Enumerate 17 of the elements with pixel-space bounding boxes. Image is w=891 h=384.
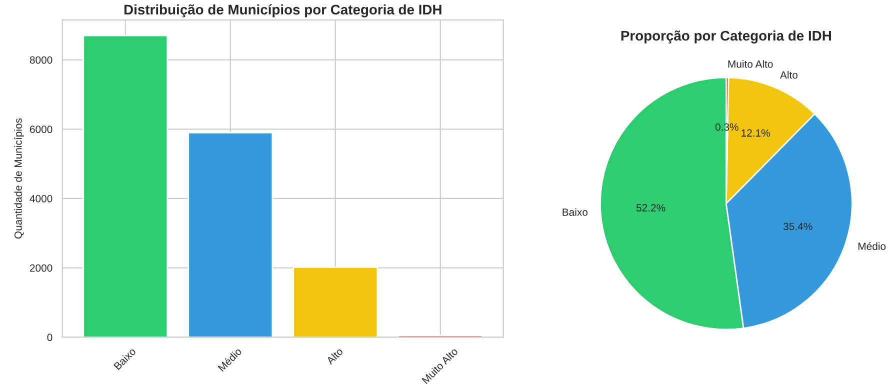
y-tick-label: 4000: [30, 194, 52, 202]
y-tick-label: 0: [47, 334, 52, 342]
x-tick-label: Alto: [326, 347, 344, 365]
y-tick-label: 6000: [30, 126, 52, 134]
data-label: 12.1%: [742, 129, 770, 137]
chart-title: Distribuição de Municípios por Categoria de IDH: [124, 4, 442, 18]
chart-title: Proporção por Categoria de IDH: [621, 30, 831, 44]
y-axis-title: Quantidade de Municípios: [14, 118, 24, 239]
data-label: 0.3%: [715, 123, 738, 131]
slice-label: Médio: [858, 242, 886, 250]
data-label: 52.2%: [636, 204, 666, 212]
y-tick-label: 8000: [30, 56, 52, 64]
y-tick-label: 2000: [30, 264, 52, 272]
slice-label: Baixo: [562, 208, 588, 216]
slice-label: Muito Alto: [728, 60, 773, 68]
slice-label: Alto: [780, 71, 798, 79]
data-label: 35.4%: [784, 222, 812, 230]
